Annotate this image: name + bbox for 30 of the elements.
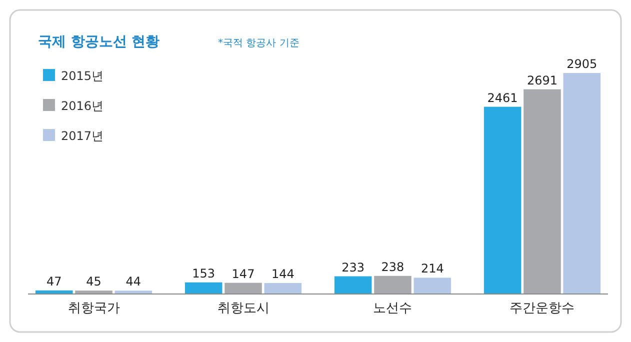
data-label: 147 — [232, 266, 255, 281]
data-label: 2461 — [487, 90, 518, 105]
x-tick-label: 노선수 — [373, 301, 412, 316]
data-label: 153 — [192, 266, 216, 280]
bar — [374, 276, 412, 294]
legend-label: 2015년 — [61, 69, 104, 83]
legend-label: 2016년 — [61, 99, 104, 113]
x-tick-label: 주간운항수 — [510, 301, 575, 316]
bar — [414, 278, 452, 294]
bar — [563, 73, 601, 294]
bar — [524, 89, 561, 294]
data-label: 47 — [46, 274, 62, 288]
data-label: 144 — [271, 267, 294, 282]
data-label: 238 — [381, 260, 404, 274]
data-label: 214 — [420, 262, 444, 276]
x-tick-label: 취항도시 — [217, 301, 270, 316]
data-label: 44 — [126, 274, 142, 289]
legend-label: 2017년 — [61, 129, 104, 143]
data-label: 233 — [342, 260, 365, 274]
bar — [224, 282, 262, 294]
bar — [484, 106, 522, 294]
bar — [184, 282, 222, 294]
data-label: 2691 — [526, 73, 558, 88]
bar — [334, 276, 372, 294]
x-tick-label: 취항국가 — [68, 301, 120, 316]
text: *국적 항공사 기준 — [218, 38, 300, 49]
chart-title: 국제 항공노선 현황 — [38, 34, 160, 50]
bar — [264, 283, 302, 294]
data-label: 2905 — [566, 57, 598, 71]
data-label: 45 — [86, 274, 102, 289]
